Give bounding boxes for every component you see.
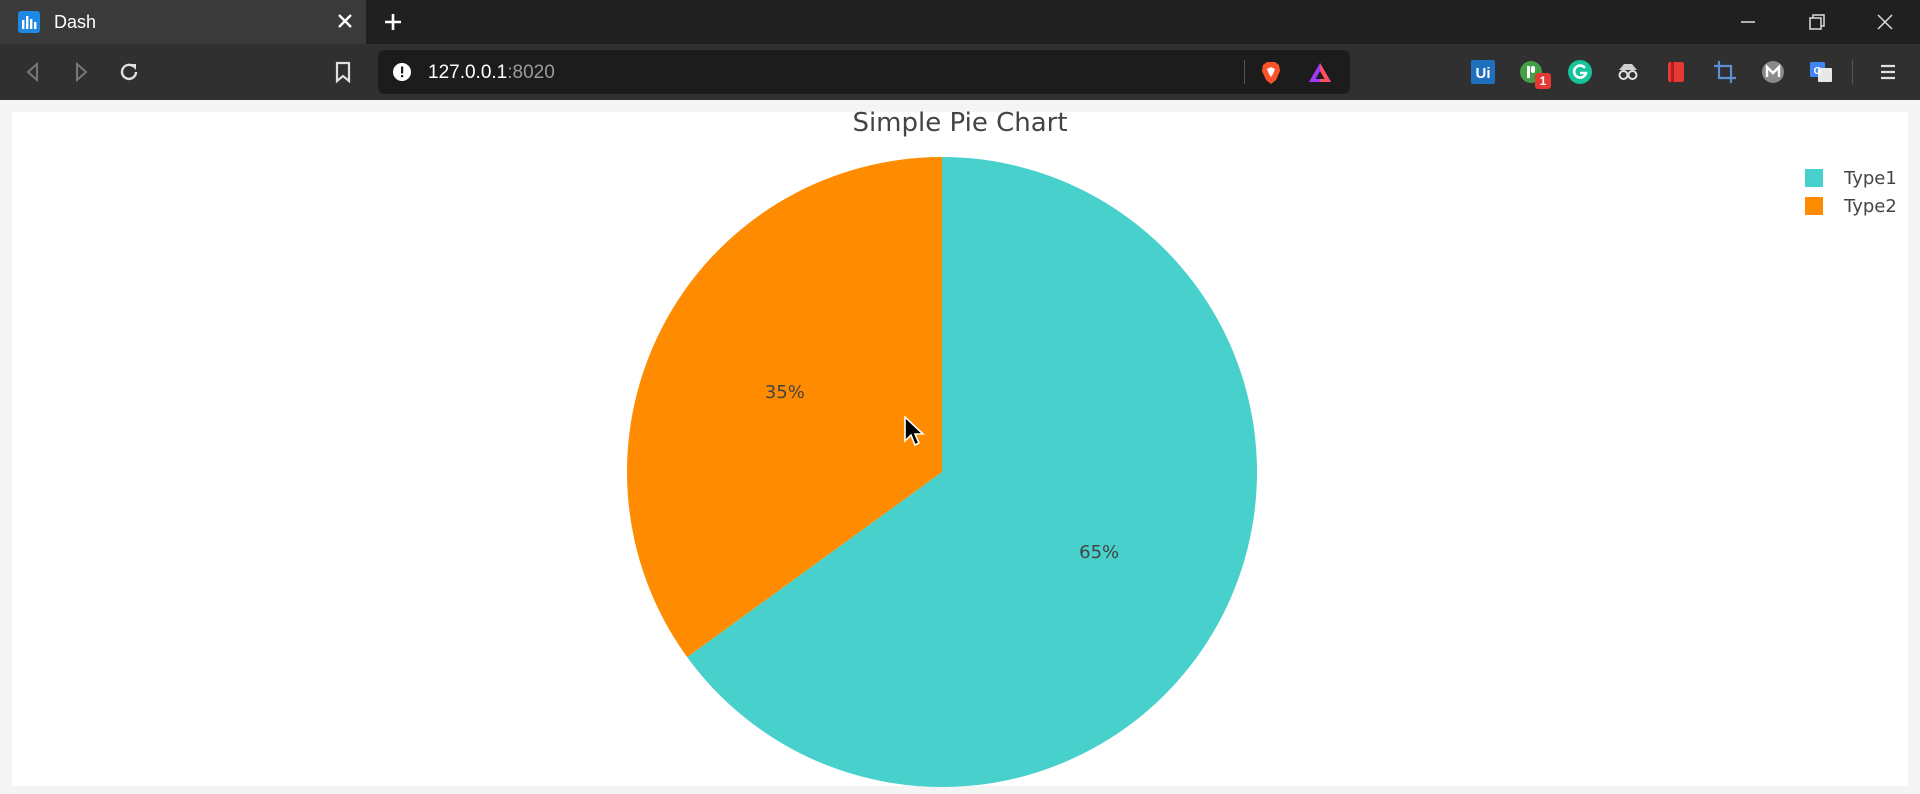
omnibox-divider (1244, 60, 1245, 84)
translate-icon[interactable]: G (1808, 59, 1834, 85)
info-icon[interactable] (392, 62, 412, 82)
back-icon[interactable] (20, 59, 46, 85)
forward-icon[interactable] (68, 59, 94, 85)
m-icon[interactable] (1760, 59, 1786, 85)
uipath-icon[interactable]: Ui (1470, 59, 1496, 85)
chart-legend: Type1 Type2 (1805, 166, 1915, 222)
close-icon[interactable] (334, 10, 356, 32)
legend-item-type1[interactable]: Type1 (1805, 166, 1915, 194)
spy-icon[interactable] (1615, 59, 1641, 85)
url-text[interactable]: 127.0.0.1:8020 (428, 62, 555, 84)
toolbar-divider (1852, 60, 1853, 84)
browser-tab[interactable]: Dash (0, 0, 366, 44)
legend-swatch (1805, 197, 1823, 215)
svg-text:Ui: Ui (1476, 65, 1491, 82)
dash-favicon-icon (18, 11, 40, 33)
url-host: 127.0.0.1 (428, 62, 508, 83)
new-tab-icon[interactable] (381, 10, 405, 34)
chart-title: Simple Pie Chart (852, 108, 1068, 138)
legend-label: Type2 (1844, 196, 1897, 217)
window-close-icon[interactable] (1874, 11, 1896, 33)
minimize-icon[interactable] (1737, 11, 1759, 33)
tab-strip: Dash (0, 0, 1920, 44)
legend-item-type2[interactable]: Type2 (1805, 194, 1915, 222)
pie-slice-type2[interactable] (627, 156, 942, 658)
bookmark-red-icon[interactable] (1663, 59, 1689, 85)
pie-slice-label: 35% (765, 382, 805, 403)
brave-shields-icon[interactable] (1258, 60, 1284, 86)
extension-badge: 1 (1535, 73, 1551, 89)
grammarly-icon[interactable] (1567, 59, 1593, 85)
browser-toolbar: 127.0.0.1:8020 Ui 1 (0, 44, 1920, 100)
mouse-cursor-icon (904, 416, 926, 447)
pie-slice-type1[interactable] (687, 157, 1257, 787)
bookmark-icon[interactable] (330, 59, 356, 85)
brave-rewards-icon[interactable] (1307, 60, 1333, 86)
restore-icon[interactable] (1806, 11, 1828, 33)
reload-icon[interactable] (116, 59, 142, 85)
svg-text:G: G (1814, 66, 1822, 77)
menu-icon[interactable] (1875, 59, 1901, 85)
legend-label: Type1 (1844, 168, 1897, 189)
legend-swatch (1805, 169, 1823, 187)
url-port: :8020 (507, 62, 555, 83)
pie-slice-label: 65% (1079, 542, 1119, 563)
address-bar[interactable]: 127.0.0.1:8020 (378, 50, 1350, 94)
tab-title: Dash (54, 12, 97, 32)
crop-icon[interactable] (1712, 59, 1738, 85)
